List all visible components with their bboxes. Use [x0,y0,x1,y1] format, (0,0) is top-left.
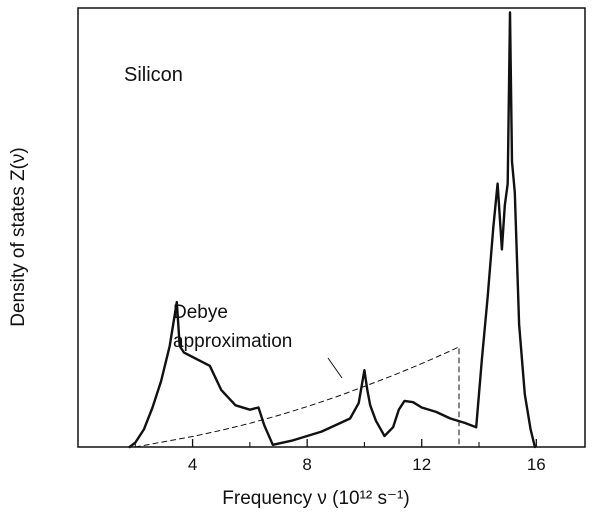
x-tick-label: 16 [527,455,546,474]
x-tick-label: 8 [302,455,311,474]
axes-layer: 4 8 12 16 [77,7,586,474]
debye-annotation-line-2: approximation [173,331,292,352]
sample-annotation: Silicon [124,64,183,86]
silicon-dos-curve [128,11,537,449]
y-axis-title: Density of states Z(ν) [8,147,29,327]
x-axis-title: Frequency ν (10¹² s⁻¹) [222,488,409,509]
x-tick-label: 12 [412,455,431,474]
series-layer [128,11,537,449]
debye-annotation-line-1: Debye [173,302,228,323]
x-tick-label: 4 [188,455,197,474]
debye-approximation-line [134,346,460,448]
debye-leader-line [327,357,343,379]
plot-frame [77,7,586,448]
label-layer: Silicon Debye approximation Frequency ν … [8,64,410,509]
